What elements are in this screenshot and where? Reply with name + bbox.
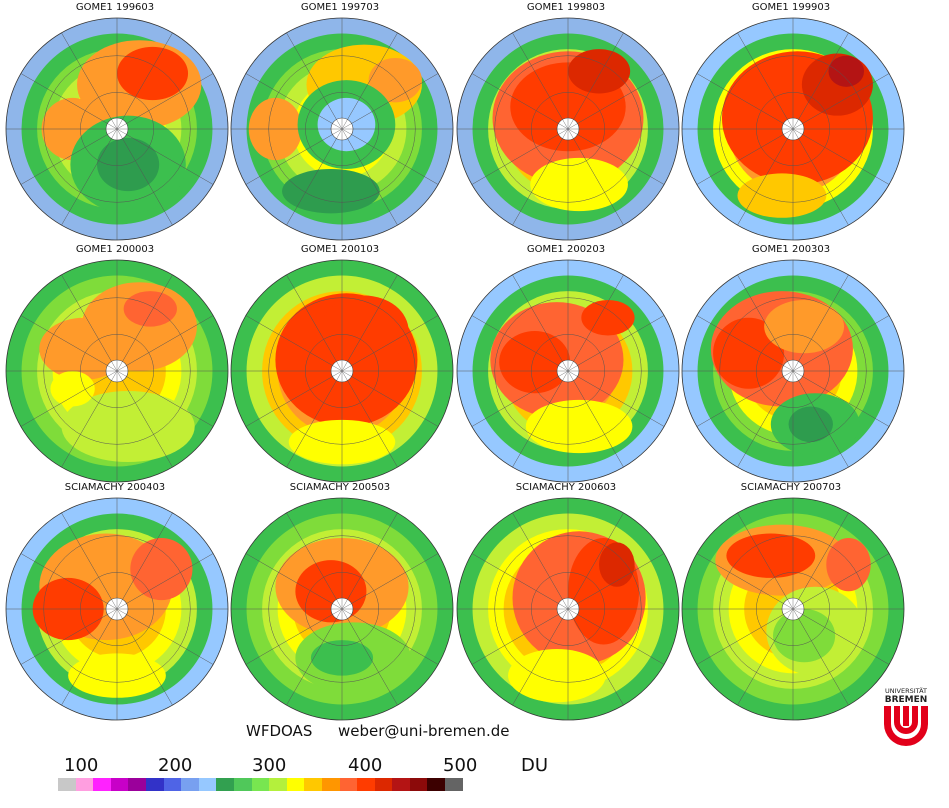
colorbar-label-100: 100 xyxy=(64,755,99,776)
ozone-map-panel: SCIAMACHY 200603 xyxy=(453,482,680,732)
ozone-map-panel: GOME1 200103 xyxy=(227,244,454,494)
ozone-map-panel: SCIAMACHY 200503 xyxy=(227,482,454,732)
university-logo: UNIVERSITÄT BREMEN xyxy=(878,686,934,750)
colorbar-swatch xyxy=(357,778,375,791)
polar-ozone-map xyxy=(230,497,454,721)
polar-ozone-map xyxy=(5,259,229,483)
ozone-map-panel: GOME1 199703 xyxy=(227,2,454,252)
colorbar-swatch xyxy=(321,778,340,791)
polar-ozone-map xyxy=(456,497,680,721)
colorbar-swatch xyxy=(269,778,287,791)
polar-ozone-map xyxy=(456,17,680,241)
panel-title: GOME1 200203 xyxy=(526,244,606,255)
colorbar-label-unit: DU xyxy=(521,755,549,776)
ozone-map-panel: GOME1 199803 xyxy=(453,2,680,252)
polar-ozone-map xyxy=(456,259,680,483)
logo-line1: UNIVERSITÄT xyxy=(885,686,927,695)
polar-ozone-map xyxy=(681,17,905,241)
ozone-map-panel: GOME1 200003 xyxy=(2,244,229,494)
panel-title: GOME1 200103 xyxy=(300,244,380,255)
ozone-map-panel: SCIAMACHY 200403 xyxy=(2,482,229,732)
ozone-map-panel: GOME1 199603 xyxy=(2,2,229,252)
panel-title: GOME1 200303 xyxy=(751,244,831,255)
panel-title: GOME1 199803 xyxy=(526,2,606,13)
colorbar-label-300: 300 xyxy=(252,755,287,776)
panel-title: GOME1 199903 xyxy=(751,2,831,13)
colorbar-swatch xyxy=(409,778,428,791)
panel-title: SCIAMACHY 200503 xyxy=(289,482,391,493)
colorbar-swatch xyxy=(75,778,94,791)
colorbar-swatch xyxy=(374,778,393,791)
colorbar-swatch xyxy=(216,778,234,791)
panel-title: SCIAMACHY 200403 xyxy=(64,482,166,493)
colorbar-label-200: 200 xyxy=(158,755,193,776)
colorbar-swatch xyxy=(128,778,146,791)
panel-title: GOME1 200003 xyxy=(75,244,155,255)
colorbar-swatch xyxy=(392,778,410,791)
logo-line2: BREMEN xyxy=(885,695,928,705)
method-label: WFDOAS xyxy=(246,722,313,740)
colorbar-swatch xyxy=(145,778,164,791)
polar-ozone-map xyxy=(681,497,905,721)
colorbar xyxy=(58,778,463,791)
colorbar-label-400: 400 xyxy=(348,755,383,776)
colorbar-swatch xyxy=(445,778,463,791)
colorbar-swatch xyxy=(110,778,129,791)
panel-title: SCIAMACHY 200703 xyxy=(740,482,842,493)
panel-title: GOME1 199703 xyxy=(300,2,380,13)
colorbar-swatch xyxy=(427,778,446,791)
colorbar-swatch xyxy=(233,778,252,791)
polar-ozone-map xyxy=(5,497,229,721)
polar-ozone-map xyxy=(5,17,229,241)
colorbar-swatch xyxy=(58,778,76,791)
ozone-map-panel: GOME1 200203 xyxy=(453,244,680,494)
polar-ozone-map xyxy=(230,17,454,241)
ozone-map-panel: GOME1 200303 xyxy=(678,244,905,494)
colorbar-swatch xyxy=(181,778,199,791)
colorbar-swatch xyxy=(163,778,182,791)
colorbar-swatch xyxy=(339,778,358,791)
colorbar-swatch xyxy=(251,778,270,791)
contact-email: weber@uni-bremen.de xyxy=(338,722,510,740)
panel-title: SCIAMACHY 200603 xyxy=(515,482,617,493)
panel-title: GOME1 199603 xyxy=(75,2,155,13)
colorbar-swatch xyxy=(304,778,322,791)
ozone-map-panel: SCIAMACHY 200703 xyxy=(678,482,905,732)
colorbar-label-500: 500 xyxy=(443,755,478,776)
colorbar-swatch xyxy=(286,778,305,791)
polar-ozone-map xyxy=(681,259,905,483)
polar-ozone-map xyxy=(230,259,454,483)
colorbar-swatch xyxy=(198,778,217,791)
colorbar-swatch xyxy=(93,778,111,791)
ozone-map-panel: GOME1 199903 xyxy=(678,2,905,252)
